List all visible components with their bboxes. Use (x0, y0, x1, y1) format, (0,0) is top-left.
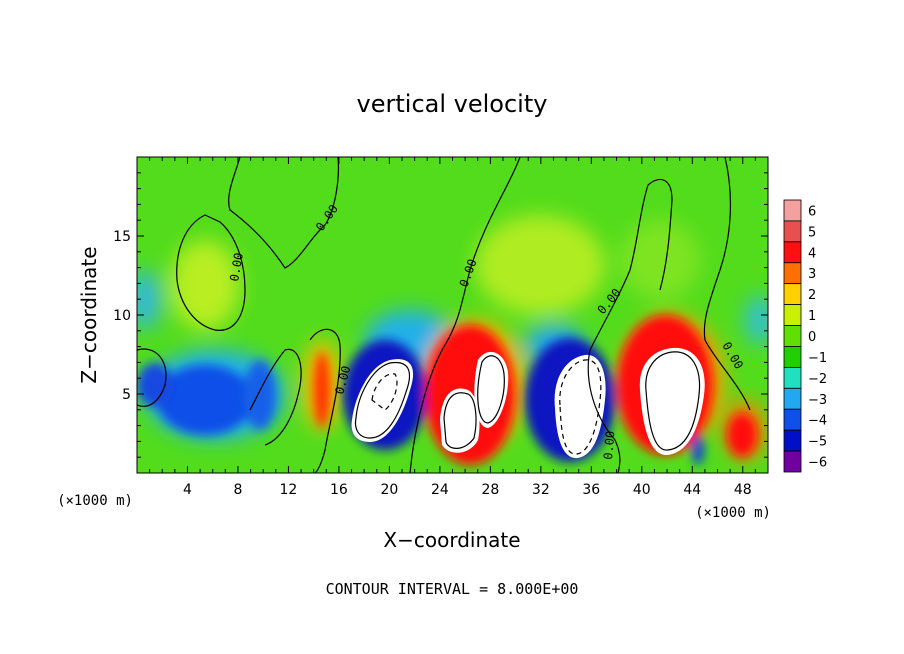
x-tick-label-4: 20 (380, 482, 398, 498)
x-unit-right: (×1000 m) (695, 505, 771, 521)
colorbar-cell-4 (783, 283, 802, 306)
colorbar-cell-9 (783, 387, 802, 410)
zero-contour-lower-mid (249, 348, 302, 446)
velocity-field (137, 215, 768, 465)
x-tick-label-1: 8 (233, 482, 242, 498)
y-tick-label-2: 15 (113, 229, 131, 245)
colorbar-label-10: −4 (808, 414, 827, 429)
colorbar-label-3: 3 (808, 267, 816, 282)
updraft-upper-left (170, 240, 240, 330)
x-tick-label-11: 48 (734, 482, 752, 498)
downdraft-right-edge (745, 295, 768, 345)
x-tick-label-5: 24 (431, 482, 449, 498)
x-tick-label-8: 36 (582, 482, 600, 498)
colorbar-label-12: −6 (808, 456, 827, 471)
colorbar-cell-12 (783, 450, 802, 473)
colorbar-cell-5 (783, 304, 802, 326)
saturated-core-3 (554, 354, 606, 459)
colorbar-cell-10 (783, 408, 802, 431)
x-tick-label-3: 16 (330, 482, 348, 498)
contour-core-1-dashed (371, 373, 398, 411)
contour-core-2 (443, 355, 505, 449)
x-axis: 4 8 12 16 20 24 28 32 36 40 44 48 (149, 157, 756, 498)
zero-contour-mid-right (309, 328, 341, 473)
colorbar: 6 5 4 3 2 1 0 −1 −2 −3 −4 −5 −6 (783, 199, 827, 473)
y-axis-label: Z−coordinate (77, 246, 101, 383)
colorbar-label-4: 2 (808, 288, 816, 303)
downdraft-core-left-c (244, 360, 276, 430)
upper-field-tint (620, 220, 700, 300)
contour-lines (137, 157, 751, 473)
saturated-core-4 (639, 347, 705, 456)
x-tick-label-7: 32 (532, 482, 550, 498)
contour-core-4 (645, 351, 701, 451)
colorbar-label-5: 1 (808, 309, 816, 324)
colorbar-cell-0 (783, 199, 802, 222)
colorbar-cell-6 (783, 325, 802, 347)
colorbar-label-2: 4 (808, 246, 816, 261)
updraft-upper-center (475, 215, 605, 315)
x-tick-label-2: 12 (280, 482, 298, 498)
contour-label-6: 0.00 (601, 430, 617, 460)
contour-interval-note: CONTOUR INTERVAL = 8.000E+00 (326, 580, 579, 598)
zero-contour-right (703, 157, 751, 411)
y-tick-label-0: 5 (122, 387, 131, 403)
plot-area: 0.00 0.00 0.00 0.00 0.00 0.00 0.00 (137, 157, 768, 473)
colorbar-label-7: −1 (808, 351, 827, 366)
x-axis-label: X−coordinate (383, 528, 520, 552)
colorbar-cell-11 (783, 429, 802, 452)
contour-label-2: 0.00 (227, 252, 246, 283)
downdraft-core-right (692, 435, 704, 465)
downdraft-left-edge (137, 270, 160, 330)
colorbar-cell-2 (783, 241, 802, 264)
colorbar-label-9: −3 (808, 393, 827, 408)
colorbar-cell-7 (783, 346, 802, 368)
zero-contour-upper-left (176, 214, 246, 331)
colorbar-label-0: 6 (808, 204, 816, 219)
x-tick-label-10: 44 (683, 482, 701, 498)
zero-contour-lower-left (137, 348, 167, 407)
x-tick-label-9: 40 (633, 482, 651, 498)
x-tick-label-0: 4 (183, 482, 192, 498)
saturated-core-1 (351, 359, 414, 442)
downdraft-core-left-b (137, 363, 173, 407)
downdraft-core-left (157, 365, 253, 435)
updraft-red-c (314, 352, 330, 428)
colorbar-label-8: −2 (808, 372, 827, 387)
colorbar-label-11: −5 (808, 435, 827, 450)
updraft-red-d (727, 413, 757, 457)
colorbar-label-6: 0 (808, 330, 816, 345)
x-tick-label-6: 28 (481, 482, 499, 498)
colorbar-cell-1 (783, 220, 802, 243)
colorbar-cell-8 (783, 366, 802, 389)
zero-contour-tower (587, 178, 673, 473)
zero-contour-upper-left-2 (228, 157, 340, 269)
y-axis: 5 10 15 (113, 172, 768, 458)
x-unit-left: (×1000 m) (57, 493, 133, 509)
colorbar-label-1: 5 (808, 225, 816, 240)
chart-title: vertical velocity (357, 90, 548, 118)
contour-core-1 (354, 361, 411, 439)
y-tick-label-1: 10 (113, 308, 131, 324)
zero-contour-center (409, 157, 521, 473)
colorbar-cell-3 (783, 262, 802, 285)
